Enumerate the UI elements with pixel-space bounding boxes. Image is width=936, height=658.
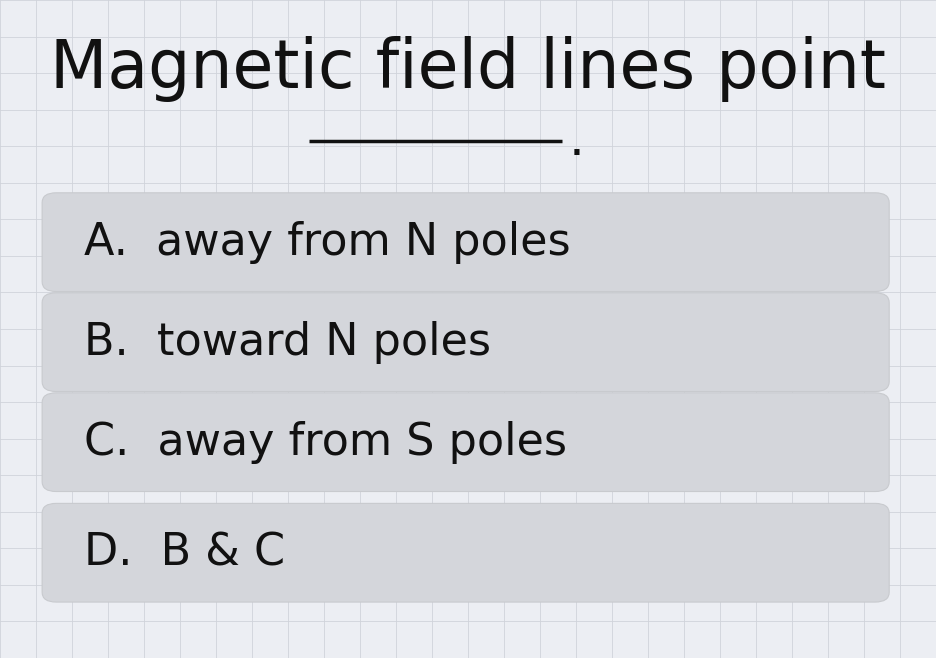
Text: D.  B & C: D. B & C bbox=[84, 531, 285, 574]
FancyBboxPatch shape bbox=[42, 393, 889, 492]
Text: Magnetic field lines point: Magnetic field lines point bbox=[50, 36, 886, 102]
FancyBboxPatch shape bbox=[42, 503, 889, 602]
Text: .: . bbox=[569, 118, 585, 165]
Text: B.  toward N poles: B. toward N poles bbox=[84, 320, 491, 364]
Text: A.  away from N poles: A. away from N poles bbox=[84, 220, 571, 264]
FancyBboxPatch shape bbox=[42, 293, 889, 392]
Text: C.  away from S poles: C. away from S poles bbox=[84, 420, 567, 464]
FancyBboxPatch shape bbox=[42, 193, 889, 291]
